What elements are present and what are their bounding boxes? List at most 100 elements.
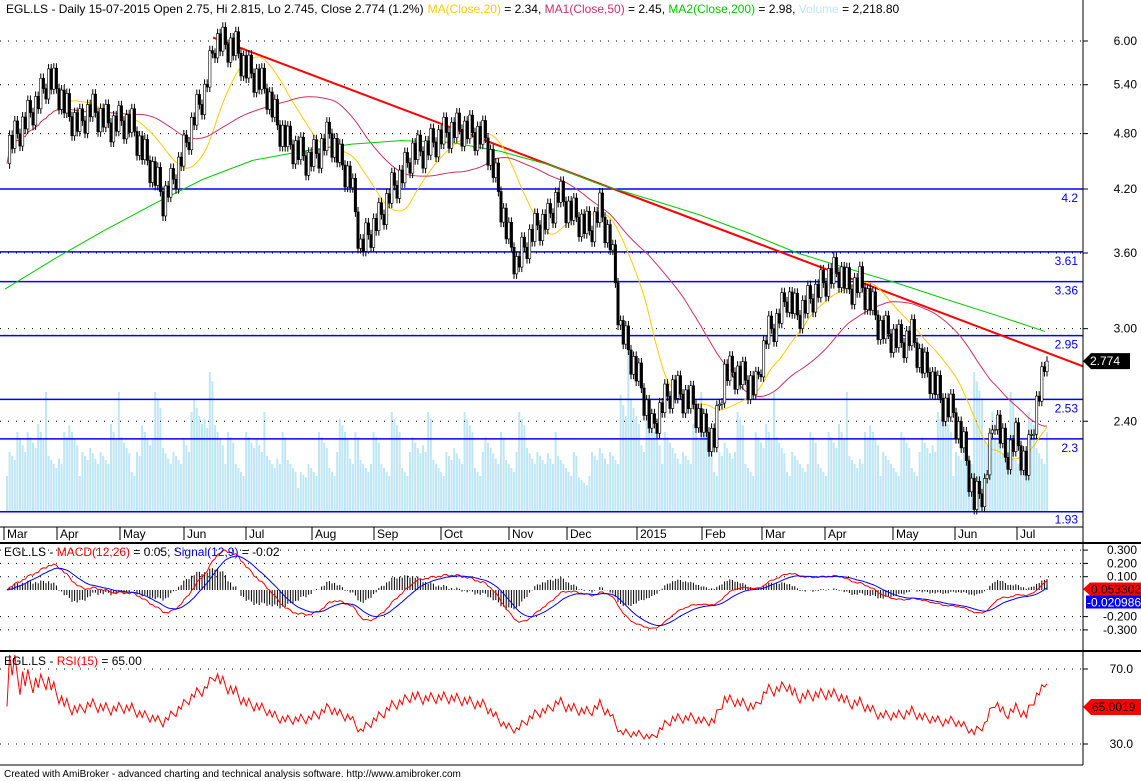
candle-body (504, 207, 508, 240)
y-tick-label: 5.40 (1114, 78, 1138, 92)
candle-body (684, 389, 688, 414)
volume-bar (19, 438, 21, 512)
volume-bar (401, 468, 404, 512)
volume-bar (752, 476, 755, 512)
volume-bar (702, 418, 705, 512)
candle-body (356, 211, 360, 249)
candle-body (109, 122, 113, 143)
volume-bar (125, 448, 128, 512)
candle-body (434, 142, 438, 158)
volume-bar (611, 456, 614, 512)
candle-body (879, 320, 883, 340)
volume-bar (260, 452, 263, 512)
x-tick-label: Oct (444, 527, 463, 541)
volume-bar (227, 432, 229, 512)
last-price-label: 2.774 (1090, 354, 1120, 368)
candle-body (8, 134, 12, 165)
volume-bar (68, 425, 71, 512)
candle-body (728, 355, 732, 382)
candle-body (840, 266, 844, 288)
volume-bar (367, 472, 370, 512)
candle-body (977, 481, 981, 495)
volume-bar (705, 425, 708, 512)
candle-body (619, 320, 623, 326)
candle-body (278, 124, 282, 147)
volume-bar (627, 352, 630, 512)
volume-bars (6, 352, 1048, 512)
volume-bar (892, 468, 895, 512)
candle-body (400, 169, 404, 184)
candle-body (39, 78, 43, 110)
volume-bar (637, 424, 640, 512)
candle-body (239, 52, 243, 77)
candle-body (122, 120, 126, 140)
volume-bar (739, 418, 742, 512)
candle-body (361, 238, 365, 252)
volume-bar (598, 448, 601, 512)
volume-bar (500, 432, 502, 512)
volume-bar (336, 452, 339, 512)
candle-body (143, 139, 147, 160)
candle-body (967, 460, 971, 493)
volume-bar (999, 448, 1002, 512)
candle-body (125, 114, 129, 140)
volume-bar (497, 464, 500, 512)
candle-body (1045, 360, 1049, 372)
volume-bar (648, 418, 651, 512)
volume-bar (817, 464, 820, 512)
candle-body (925, 351, 929, 373)
volume-bar (1020, 468, 1022, 512)
candle-body (366, 222, 370, 235)
candle-body (738, 365, 742, 386)
volume-bar (895, 472, 898, 512)
volume-bar (50, 460, 53, 512)
macd-tick-label: 0.200 (1107, 556, 1137, 570)
candle-body (746, 379, 750, 400)
candle-body (288, 125, 292, 145)
candle-body (936, 375, 940, 395)
candle-body (798, 314, 802, 329)
volume-bar (687, 460, 690, 512)
volume-bar (84, 456, 86, 512)
candle-body (572, 197, 576, 221)
candle-body (106, 104, 110, 124)
level-label: 3.61 (1055, 254, 1079, 268)
candle-body (353, 178, 357, 213)
volume-bar (42, 440, 45, 512)
volume-bar (801, 468, 804, 512)
volume-bar (279, 464, 281, 512)
volume-bar (890, 464, 892, 512)
volume-bar (1022, 472, 1025, 512)
candle-body (23, 116, 27, 130)
candle-body (652, 413, 656, 424)
candle-body (855, 277, 859, 294)
candle-body (710, 428, 714, 452)
volume-bar (897, 476, 900, 512)
candle-body (884, 315, 888, 340)
candle-body (590, 230, 594, 243)
volume-bar (409, 452, 411, 512)
volume-bar (177, 460, 180, 512)
volume-bar (481, 452, 484, 512)
candle-body (764, 340, 768, 345)
rsi-value-label: 65.0019 (1092, 700, 1136, 714)
volume-bar (526, 448, 528, 512)
candle-body (637, 362, 641, 382)
candle-body (210, 50, 214, 54)
candle-body (759, 374, 763, 378)
volume-bar (58, 458, 60, 512)
volume-bar (1035, 448, 1038, 512)
volume-bar (604, 458, 606, 512)
volume-bar (65, 437, 68, 512)
volume-bar (450, 460, 453, 512)
candle-body (847, 267, 851, 290)
volume-bar (297, 488, 300, 512)
volume-bar (328, 468, 331, 512)
volume-bar (788, 476, 791, 512)
candle-body (616, 282, 620, 326)
volume-bar (39, 432, 42, 512)
volume-bar (307, 464, 310, 512)
volume-bar (406, 476, 409, 512)
candle-body (114, 115, 118, 132)
candle-body (845, 267, 849, 289)
